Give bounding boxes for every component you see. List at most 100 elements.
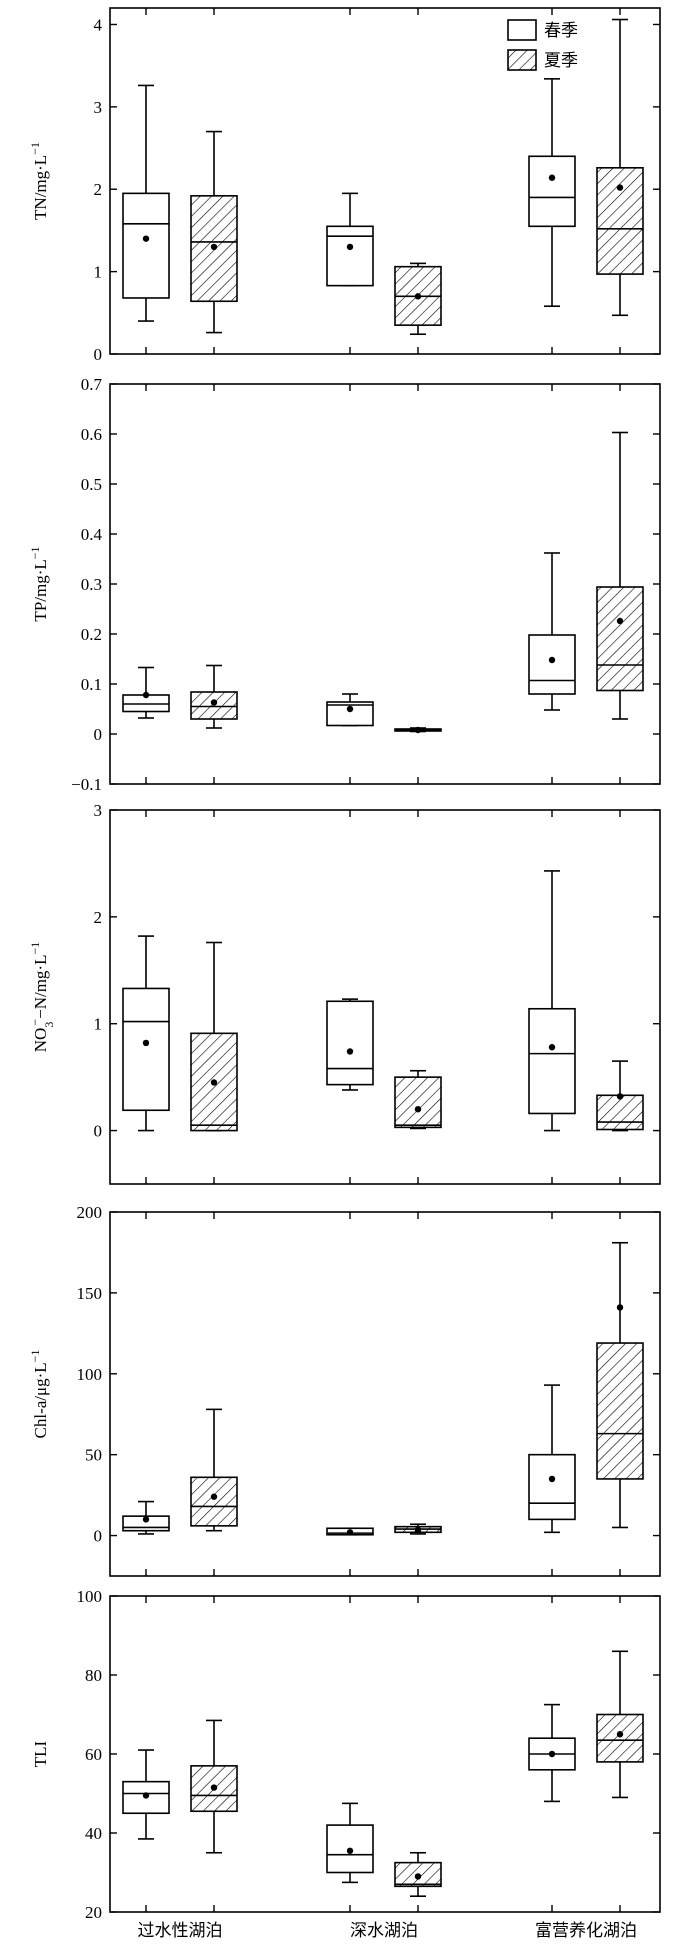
box-2: [326, 693, 374, 727]
box-iqr: [122, 192, 170, 299]
box-1: [190, 941, 238, 1132]
y-tick-label: 1: [94, 263, 103, 282]
mean-point: [548, 1475, 556, 1483]
y-tick-label: 3: [94, 98, 103, 117]
box-3: [596, 1060, 644, 1132]
box-2: [394, 726, 442, 734]
box-2: [394, 262, 442, 336]
mean-point: [142, 1516, 150, 1523]
box-3: [596, 1650, 644, 1799]
y-tick-label: 50: [85, 1446, 102, 1465]
y-tick-label: 1: [94, 1015, 103, 1034]
box-3: [596, 1241, 644, 1529]
mean-point: [548, 174, 556, 181]
box-1: [122, 935, 170, 1132]
mean-point: [346, 1529, 354, 1536]
y-tick-label: 4: [94, 15, 103, 34]
box-2: [326, 192, 374, 287]
y-tick-label: 0: [94, 345, 103, 364]
box-1: [122, 1749, 170, 1840]
y-axis-label-main: TN/mg·L: [31, 155, 50, 220]
mean-point: [346, 705, 354, 713]
category-label-flow-through: 过水性湖泊: [138, 1921, 223, 1941]
box-3: [528, 552, 576, 711]
box-iqr: [596, 1713, 644, 1763]
legend-label-summer: 夏季: [544, 51, 578, 71]
mean-point: [616, 184, 624, 191]
mean-point: [414, 1526, 422, 1534]
y-tick-label: 100: [77, 1587, 103, 1606]
y-axis-label: TP/mg·L−1: [28, 546, 50, 621]
y-tick-label: 200: [77, 1203, 103, 1222]
box-iqr: [122, 987, 170, 1112]
y-tick-label: 0.5: [81, 475, 102, 494]
y-tick-label: 20: [85, 1903, 102, 1922]
y-tick-label: 100: [77, 1365, 103, 1384]
y-axis-label-superscript: −: [28, 1019, 42, 1026]
mean-point: [616, 1093, 624, 1100]
series-spring: [122, 1703, 576, 1884]
mean-point: [142, 691, 150, 699]
box-3: [528, 870, 576, 1132]
box-1: [122, 666, 170, 719]
series-summer: [190, 1650, 644, 1897]
box-iqr: [326, 225, 374, 287]
mean-point: [616, 1304, 624, 1311]
y-tick-label: 2: [94, 908, 103, 927]
y-axis-label-mid: −N/mg·L: [31, 955, 50, 1019]
y-tick-label: 0: [94, 725, 103, 744]
box-iqr: [394, 1076, 442, 1129]
box-2: [394, 1523, 442, 1535]
y-tick-label: 0.7: [81, 375, 103, 394]
mean-point: [346, 243, 354, 251]
mean-point: [548, 1044, 556, 1051]
mean-point: [346, 1847, 354, 1854]
series-spring: [122, 870, 576, 1132]
mean-point: [210, 699, 218, 706]
box-iqr: [596, 1342, 644, 1480]
mean-point: [414, 1106, 422, 1113]
legend-label-spring: 春季: [544, 21, 578, 41]
y-tick-label: 0.1: [81, 675, 102, 694]
y-tick-label: 0.6: [81, 425, 102, 444]
y-tick-label: 60: [85, 1745, 102, 1764]
panel-5: 20 40 60 80 100 TLI: [31, 1587, 661, 1922]
legend-swatch-spring: [507, 19, 537, 41]
series-summer: [190, 941, 644, 1132]
box-2: [394, 1069, 442, 1130]
y-tick-label: 0: [94, 1527, 103, 1546]
box-iqr: [528, 634, 576, 695]
legend-swatch-summer: [507, 49, 537, 71]
y-axis-label-subscript: 3: [42, 1022, 56, 1028]
series-spring: [122, 1384, 576, 1536]
y-axis-label-main: TP/mg·L: [31, 559, 50, 621]
mean-point: [142, 1039, 150, 1047]
mean-point: [616, 1731, 624, 1738]
box-1: [122, 1500, 170, 1535]
mean-point: [548, 1750, 556, 1758]
y-tick-label: 3: [94, 801, 103, 820]
series-spring: [122, 78, 576, 322]
panel-1: 0 1 2 3 4 TN/mg·L−1: [28, 7, 661, 364]
legend: 春季 夏季: [507, 19, 578, 71]
category-label-deep-water: 深水湖泊: [350, 1921, 418, 1941]
y-tick-label: 0.2: [81, 625, 102, 644]
panel-4: 0 50 100 150 200 Chl-a/μg·L−1: [28, 1203, 661, 1577]
mean-point: [210, 1784, 218, 1791]
box-iqr: [596, 167, 644, 275]
mean-point: [548, 656, 556, 664]
y-axis-label-main: NO: [31, 1028, 50, 1053]
box-iqr: [326, 1000, 374, 1086]
mean-point: [346, 1048, 354, 1055]
box-3: [528, 78, 576, 308]
y-axis-label: NO3−−N/mg·L−1: [28, 942, 56, 1052]
box-iqr: [528, 1453, 576, 1521]
box-iqr: [528, 155, 576, 228]
y-tick-label: 0.4: [81, 525, 103, 544]
mean-point: [414, 726, 422, 734]
y-axis-label: TLI: [31, 1740, 50, 1767]
box-1: [190, 664, 238, 729]
y-axis-label-superscript: −1: [28, 546, 42, 559]
